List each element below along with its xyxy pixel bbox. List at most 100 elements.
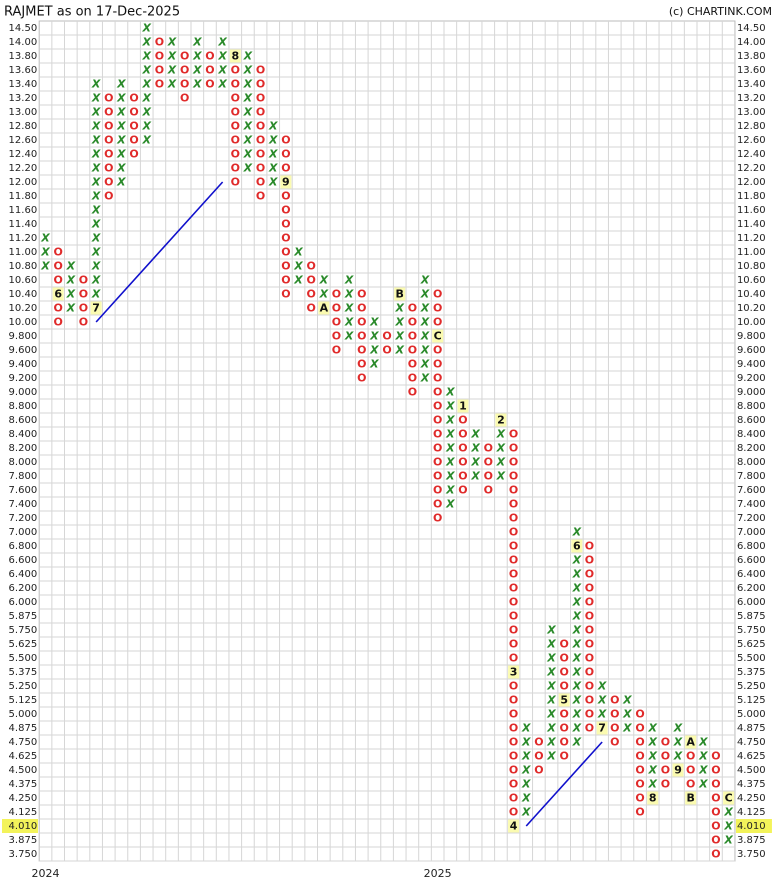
o-box: O [256, 148, 265, 161]
level-label-right: 5.375 [737, 667, 766, 678]
o-box: O [509, 736, 518, 749]
level-label-right: 12.80 [737, 121, 766, 132]
o-box: O [104, 176, 113, 189]
o-box: O [509, 680, 518, 693]
level-label-left: 5.625 [9, 639, 38, 650]
month-marker: 5 [560, 694, 568, 707]
o-box: O [585, 722, 594, 735]
x-box: X [445, 484, 455, 497]
year-label: 2025 [424, 867, 452, 880]
month-marker-bg [596, 721, 608, 735]
x-box: X [445, 456, 455, 469]
level-label-left: 7.200 [9, 513, 38, 524]
x-box: X [243, 162, 253, 175]
o-box: O [610, 722, 619, 735]
month-marker: 2 [497, 414, 505, 427]
o-box: O [585, 540, 594, 553]
o-box: O [231, 106, 240, 119]
o-box: O [129, 92, 138, 105]
level-label-right: 9.600 [737, 345, 766, 356]
x-box: X [546, 638, 556, 651]
level-label-left: 11.00 [9, 247, 38, 258]
o-box: O [332, 344, 341, 357]
x-box: X [723, 820, 733, 833]
o-box: O [256, 176, 265, 189]
o-box: O [635, 736, 644, 749]
x-box: X [91, 176, 101, 189]
o-box: O [458, 484, 467, 497]
x-box: X [91, 148, 101, 161]
level-label-right: 10.80 [737, 261, 766, 272]
x-box: X [243, 64, 253, 77]
x-box: X [420, 316, 430, 329]
x-box: X [141, 36, 151, 49]
x-box: X [268, 162, 278, 175]
x-box: X [141, 134, 151, 147]
x-box: X [141, 78, 151, 91]
o-box: O [559, 638, 568, 651]
o-box: O [306, 302, 315, 315]
level-label-right: 11.40 [737, 219, 766, 230]
o-box: O [509, 596, 518, 609]
x-box: X [319, 288, 329, 301]
o-box: O [509, 638, 518, 651]
o-box: O [408, 358, 417, 371]
level-label-left: 5.500 [9, 653, 38, 664]
o-box: O [686, 764, 695, 777]
x-box: X [243, 120, 253, 133]
level-label-right: 5.500 [737, 653, 766, 664]
o-box: O [332, 288, 341, 301]
x-box: X [167, 36, 177, 49]
month-marker: 4 [510, 820, 518, 833]
x-box: X [167, 78, 177, 91]
x-box: X [141, 106, 151, 119]
x-box: X [470, 456, 480, 469]
x-box: X [572, 736, 582, 749]
level-label-left: 5.000 [9, 709, 38, 720]
o-box: O [433, 442, 442, 455]
month-marker: 9 [674, 764, 682, 777]
o-box: O [104, 190, 113, 203]
o-box: O [281, 134, 290, 147]
x-box: X [521, 764, 531, 777]
x-box: X [243, 50, 253, 63]
level-label-left: 7.000 [9, 527, 38, 538]
x-box: X [91, 218, 101, 231]
o-box: O [559, 666, 568, 679]
x-box: X [470, 442, 480, 455]
o-box: O [509, 442, 518, 455]
level-label-right: 11.00 [737, 247, 766, 258]
level-label-right: 6.000 [737, 597, 766, 608]
o-box: O [661, 750, 670, 763]
o-box: O [585, 694, 594, 707]
x-box: X [167, 64, 177, 77]
x-box: X [546, 736, 556, 749]
x-box: X [394, 302, 404, 315]
o-box: O [433, 344, 442, 357]
level-label-left: 8.000 [9, 457, 38, 468]
boxes: 2024XXXOOO6OOXXXXOOOOXXXXXXXXXXXXXXXX7OO… [32, 22, 735, 880]
o-box: O [129, 134, 138, 147]
x-box: X [572, 596, 582, 609]
x-box: X [572, 624, 582, 637]
o-box: O [205, 50, 214, 63]
level-label-left: 13.20 [9, 93, 38, 104]
o-box: O [585, 610, 594, 623]
level-label-right: 13.40 [737, 79, 766, 90]
o-box: O [635, 764, 644, 777]
month-marker-bg [672, 763, 684, 777]
level-label-left: 10.60 [9, 275, 38, 286]
x-box: X [698, 736, 708, 749]
level-label-right: 13.80 [737, 51, 766, 62]
o-box: O [635, 750, 644, 763]
x-box: X [521, 722, 531, 735]
x-box: X [141, 92, 151, 105]
x-box: X [344, 330, 354, 343]
x-box: X [521, 806, 531, 819]
o-box: O [635, 806, 644, 819]
x-box: X [91, 260, 101, 273]
level-label-left: 13.60 [9, 65, 38, 76]
o-box: O [281, 204, 290, 217]
level-label-right: 7.000 [737, 527, 766, 538]
o-box: O [256, 64, 265, 77]
